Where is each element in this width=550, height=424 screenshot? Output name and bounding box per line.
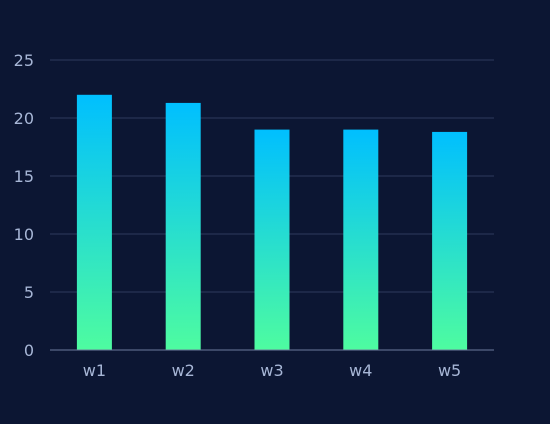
bar-w5 — [432, 131, 468, 350]
y-tick-label: 20 — [14, 109, 34, 128]
y-axis-tick-labels: 0 5 10 15 20 25 — [14, 51, 34, 360]
x-tick-label: w2 — [172, 361, 195, 380]
bars — [76, 94, 468, 350]
x-axis-tick-labels: w1 w2 w3 w4 w5 — [83, 361, 461, 380]
x-tick-label: w5 — [438, 361, 461, 380]
x-tick-label: w3 — [260, 361, 283, 380]
x-tick-label: w4 — [349, 361, 372, 380]
bar-w4 — [343, 129, 379, 350]
y-tick-label: 15 — [14, 167, 34, 186]
y-tick-label: 5 — [24, 283, 34, 302]
y-tick-label: 10 — [14, 225, 34, 244]
bar-w1 — [76, 94, 112, 350]
y-tick-label: 0 — [24, 341, 34, 360]
y-tick-label: 25 — [14, 51, 34, 70]
bar-w2 — [165, 102, 201, 350]
bar-w3 — [254, 129, 290, 350]
x-tick-label: w1 — [83, 361, 106, 380]
